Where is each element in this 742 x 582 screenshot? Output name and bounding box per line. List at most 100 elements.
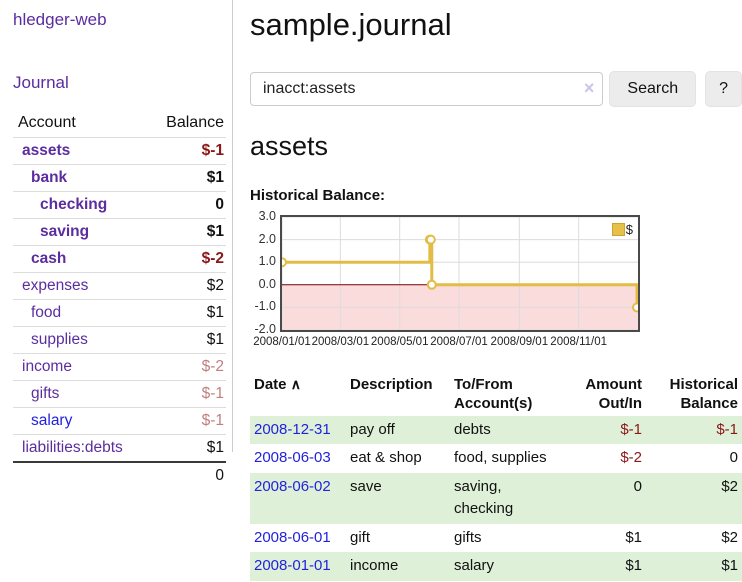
sidebar-account-row: saving $1 bbox=[13, 218, 226, 246]
sidebar-account-name-cell: supplies bbox=[13, 326, 148, 354]
accounts-total-spacer bbox=[13, 461, 148, 489]
clear-search-icon[interactable]: × bbox=[583, 78, 595, 98]
sidebar-account-balance: $-2 bbox=[147, 245, 226, 273]
sidebar-account-balance: 0 bbox=[147, 191, 226, 219]
x-axis-tick-label: 2008/05/01 bbox=[370, 336, 429, 348]
accounts-table: Account Balance assets $-1 bank $1 checking 0… bbox=[13, 110, 226, 489]
sidebar-account-link[interactable]: food bbox=[31, 304, 62, 321]
sidebar-account-link[interactable]: cash bbox=[31, 250, 67, 267]
app-title-link[interactable]: hledger-web bbox=[13, 10, 107, 29]
transaction-date-link[interactable]: 2008-01-01 bbox=[254, 557, 331, 574]
sort-ascending-icon: ∧ bbox=[290, 376, 301, 392]
balance-chart: 3.0 2.0 1.0 0.0 -1.0 -2.0 $ 2008/01/01 2008/03… bbox=[250, 209, 742, 355]
sidebar-account-name-cell: saving bbox=[13, 218, 148, 246]
x-axis-tick-label: 2008/03/01 bbox=[311, 336, 370, 348]
sidebar-account-name-cell: assets bbox=[13, 137, 148, 165]
register-amount-cell: $1 bbox=[625, 528, 642, 546]
register-header-date[interactable]: Date ∧ bbox=[250, 374, 346, 416]
main-content: sample.journal × Search ? assets Histori… bbox=[250, 0, 742, 581]
search-input[interactable] bbox=[250, 72, 604, 106]
register-header-tofrom: To/From Account(s) bbox=[454, 376, 533, 412]
sidebar-account-name-cell: salary bbox=[13, 407, 148, 435]
sidebar-account-row: cash $-2 bbox=[13, 245, 226, 273]
register-date-cell: 2008-06-02 bbox=[250, 473, 346, 524]
x-axis-tick-label: 2008/09/01 bbox=[490, 336, 549, 348]
sidebar-account-balance: $2 bbox=[147, 272, 226, 300]
register-description-cell: pay off bbox=[350, 420, 395, 438]
sidebar-account-balance: $1 bbox=[147, 218, 226, 246]
register-balance-cell: 0 bbox=[729, 449, 738, 466]
chart-legend: $ bbox=[611, 222, 633, 237]
sidebar-account-row: salary $-1 bbox=[13, 407, 226, 435]
sidebar-account-link[interactable]: saving bbox=[40, 223, 90, 240]
register-row: 2008-12-31 pay off debts $-1 $-1 bbox=[250, 415, 742, 444]
register-header-description: Description bbox=[350, 376, 433, 393]
sidebar-account-row: liabilities:debts $1 bbox=[13, 434, 226, 462]
register-row: 2008-01-01 income salary $1 $1 bbox=[250, 552, 742, 581]
accounts-table-header: Account Balance bbox=[13, 110, 226, 138]
sidebar-account-name-cell: bank bbox=[13, 164, 148, 192]
register-description-cell: gift bbox=[350, 528, 371, 546]
register-description-cell: eat & shop bbox=[350, 449, 422, 466]
sidebar-account-balance: $1 bbox=[147, 299, 226, 327]
sidebar-account-link[interactable]: salary bbox=[31, 412, 73, 429]
sidebar-account-name-cell: checking bbox=[13, 191, 148, 219]
register-row: 2008-06-03 eat & shop food, supplies $-2 0 bbox=[250, 444, 742, 473]
transaction-date-link[interactable]: 2008-06-02 bbox=[254, 477, 331, 495]
accounts-total-row: 0 bbox=[13, 461, 226, 489]
sidebar-account-balance: $-1 bbox=[147, 407, 226, 435]
sidebar-account-link[interactable]: supplies bbox=[31, 331, 88, 348]
transaction-date-link[interactable]: 2008-12-31 bbox=[254, 420, 331, 438]
chart-plot-area: $ bbox=[280, 215, 640, 332]
register-balance-cell: $-1 bbox=[716, 420, 738, 438]
accounts-header-balance: Balance bbox=[166, 114, 224, 131]
account-heading: assets bbox=[250, 131, 329, 161]
sidebar-account-balance: $-2 bbox=[147, 353, 226, 381]
chart-title: Historical Balance: bbox=[250, 187, 386, 204]
register-accounts-cell: salary bbox=[454, 557, 495, 574]
sidebar-account-row: income $-2 bbox=[13, 353, 226, 381]
accounts-header-account: Account bbox=[18, 114, 76, 131]
register-balance-cell: $2 bbox=[721, 477, 738, 495]
sidebar-account-link[interactable]: bank bbox=[31, 169, 68, 186]
accounts-total-value: 0 bbox=[147, 461, 226, 489]
sidebar-account-link[interactable]: expenses bbox=[22, 277, 89, 294]
sidebar-account-name-cell: expenses bbox=[13, 272, 148, 300]
sidebar-account-balance: $1 bbox=[147, 434, 226, 462]
x-axis-tick-label: 2008/11/01 bbox=[550, 336, 608, 348]
register-date-cell: 2008-06-03 bbox=[250, 444, 346, 473]
transaction-date-link[interactable]: 2008-06-01 bbox=[254, 528, 331, 546]
register-description-cell: income bbox=[350, 557, 399, 574]
sidebar-account-row: supplies $1 bbox=[13, 326, 226, 354]
register-balance-cell: $1 bbox=[721, 557, 738, 574]
sidebar-account-link[interactable]: assets bbox=[22, 142, 71, 159]
app-title: hledger-web bbox=[13, 10, 226, 30]
search-box: × bbox=[250, 72, 604, 106]
x-axis-tick-label: 2008/01/01 bbox=[253, 336, 311, 348]
search-form: × Search ? bbox=[250, 71, 742, 107]
sidebar-account-balance: $1 bbox=[147, 326, 226, 354]
nav-journal: Journal bbox=[13, 73, 226, 93]
sidebar-account-link[interactable]: income bbox=[22, 358, 72, 375]
search-help-button[interactable]: ? bbox=[705, 71, 742, 107]
sidebar-account-row: expenses $2 bbox=[13, 272, 226, 300]
sidebar-account-balance: $-1 bbox=[147, 380, 226, 408]
sidebar-account-link[interactable]: checking bbox=[40, 196, 108, 213]
y-axis-tick-label: 1.0 bbox=[258, 254, 276, 269]
x-axis-tick-label: 2008/07/01 bbox=[430, 336, 488, 348]
register-row: 2008-06-02 save saving, checking 0 $2 bbox=[250, 472, 742, 524]
register-accounts-cell: saving, checking bbox=[454, 477, 514, 518]
y-axis-tick-label: 0.0 bbox=[258, 276, 276, 291]
sidebar-account-link[interactable]: gifts bbox=[31, 385, 60, 402]
sidebar-account-name-cell: cash bbox=[13, 245, 148, 273]
register-table: Date ∧ Description To/From Account(s) Am… bbox=[250, 374, 742, 581]
nav-journal-link[interactable]: Journal bbox=[13, 73, 69, 92]
register-date-cell: 2008-01-01 bbox=[250, 552, 346, 581]
sidebar-account-name-cell: income bbox=[13, 353, 148, 381]
search-button[interactable]: Search bbox=[609, 71, 697, 107]
register-date-cell: 2008-06-01 bbox=[250, 524, 346, 553]
sidebar-account-link[interactable]: liabilities:debts bbox=[22, 439, 123, 456]
transaction-date-link[interactable]: 2008-06-03 bbox=[254, 449, 331, 466]
page-title: sample.journal bbox=[250, 7, 452, 42]
sidebar-account-row: assets $-1 bbox=[13, 137, 226, 165]
